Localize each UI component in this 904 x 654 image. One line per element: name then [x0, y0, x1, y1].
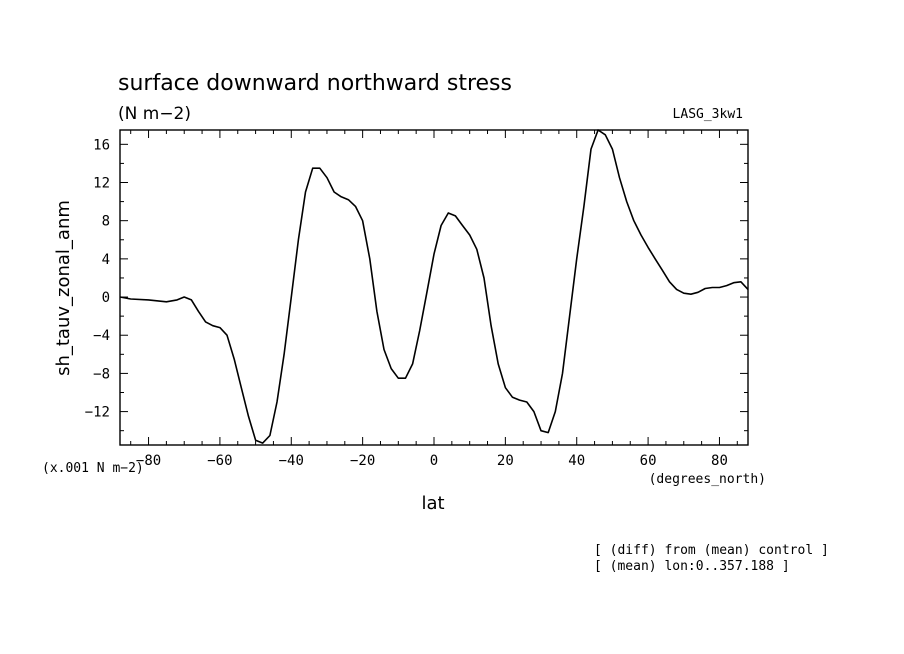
x-tick-label: 80 [711, 453, 728, 469]
chart-units: (N m−2) [118, 104, 191, 124]
y-tick-label: 12 [93, 176, 110, 192]
x-unit-label: (degrees_north) [649, 472, 766, 487]
y-axis-label: sh_tauv_zonal_anm [53, 200, 74, 376]
y-tick-label: 0 [102, 290, 110, 306]
y-tick-label: −8 [93, 366, 110, 382]
y-axis: −12 −8 −4 0 4 8 12 16 [85, 137, 748, 432]
x-tick-label: 20 [497, 453, 514, 469]
y-tick-label: 8 [102, 214, 110, 230]
y-tick-label: 16 [93, 137, 110, 153]
x-tick-label: −60 [207, 453, 232, 469]
y-tick-label: 4 [102, 252, 110, 268]
x-tick-label: 40 [568, 453, 585, 469]
series-line [119, 129, 749, 444]
x-axis-label: lat [421, 493, 444, 514]
x-tick-label: 60 [640, 453, 657, 469]
y-tick-label: −12 [85, 405, 110, 421]
y-scale-note: (x.001 N m−2) [42, 461, 144, 476]
note-diff: [ (diff) from (mean) control ] [594, 543, 829, 558]
x-tick-label: 0 [430, 453, 438, 469]
y-tick-label: −4 [93, 328, 110, 344]
plot-frame [119, 129, 749, 446]
note-mean: [ (mean) lon:0..357.188 ] [594, 559, 790, 574]
x-axis: −80 −60 −40 −20 0 20 40 60 80 [130, 130, 738, 469]
x-tick-label: −40 [279, 453, 304, 469]
x-tick-label: −80 [136, 453, 161, 469]
chart-title: surface downward northward stress [118, 71, 512, 96]
x-tick-label: −20 [350, 453, 375, 469]
model-label: LASG_3kw1 [673, 107, 743, 122]
plot-border [119, 129, 749, 446]
